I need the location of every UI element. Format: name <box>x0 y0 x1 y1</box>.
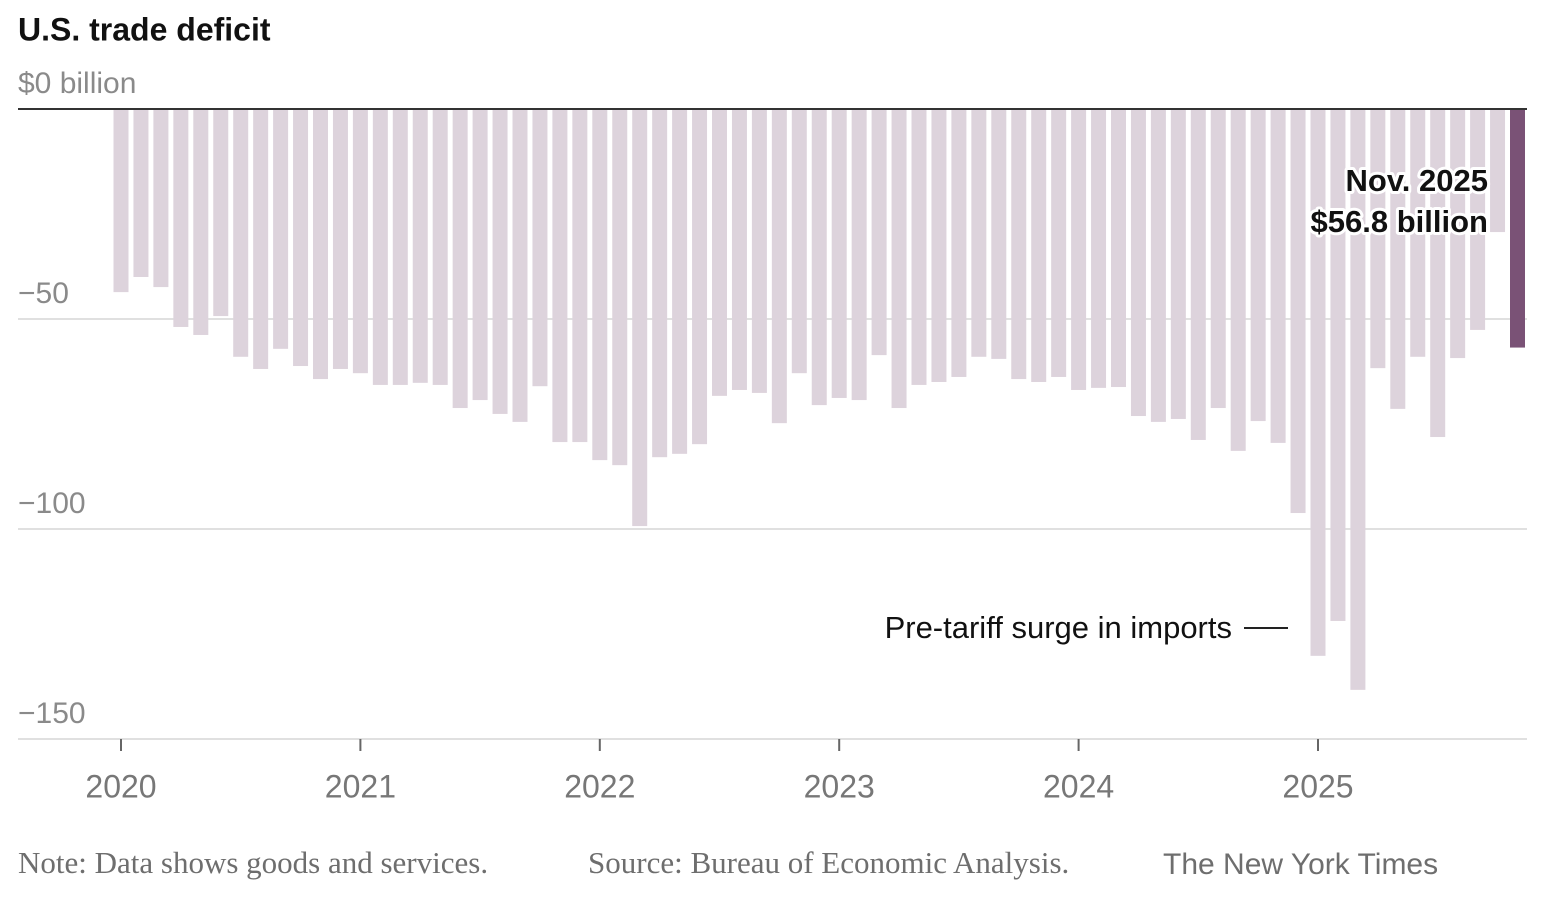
bar <box>672 109 688 454</box>
bar <box>273 109 289 349</box>
annotation-title: Nov. 2025 <box>1346 163 1488 198</box>
bar <box>1370 109 1386 369</box>
x-tick-label: 2021 <box>325 768 396 804</box>
bar <box>791 109 807 374</box>
bar <box>1330 109 1346 621</box>
bar <box>1430 109 1446 438</box>
bar <box>1130 109 1146 417</box>
y-tick-label: −100 <box>18 487 86 520</box>
bar <box>492 109 508 414</box>
x-tick-label: 2025 <box>1282 768 1353 804</box>
bar <box>113 109 129 293</box>
bar <box>771 109 787 424</box>
bar <box>831 109 847 398</box>
bar <box>153 109 169 288</box>
bar <box>871 109 887 356</box>
bar <box>1390 109 1406 409</box>
bar <box>1170 109 1186 419</box>
y-tick-label: −50 <box>18 277 69 310</box>
bar <box>951 109 967 377</box>
bar <box>392 109 408 385</box>
bar <box>352 109 368 374</box>
bar <box>512 109 528 422</box>
plot: 2020 2021 2022 2023 2024 2025 $0 billion −50 −10… <box>18 67 1527 804</box>
bar <box>193 109 209 335</box>
bar <box>1071 109 1087 390</box>
bar <box>851 109 867 401</box>
bar <box>911 109 927 385</box>
bar <box>1150 109 1166 422</box>
bar <box>1210 109 1226 409</box>
bar <box>731 109 747 390</box>
x-tick-label: 2020 <box>85 768 156 804</box>
bar <box>1230 109 1246 451</box>
bar <box>233 109 249 357</box>
bar <box>313 109 328 380</box>
bar <box>552 109 568 443</box>
bar <box>891 109 907 409</box>
bar <box>1310 109 1326 656</box>
bar <box>811 109 827 406</box>
source: Source: Bureau of Economic Analysis. <box>588 845 1069 880</box>
bar <box>572 109 588 443</box>
bar <box>1051 109 1067 377</box>
credit: The New York Times <box>1163 848 1438 881</box>
bar <box>1031 109 1047 382</box>
bar <box>1091 109 1107 388</box>
bar <box>971 109 987 357</box>
chart-title: U.S. trade deficit <box>18 11 271 47</box>
bar <box>332 109 348 369</box>
bar <box>1190 109 1206 440</box>
y-tick-label: −150 <box>18 697 86 730</box>
bar <box>1290 109 1306 514</box>
bar <box>452 109 468 409</box>
bar <box>213 109 229 317</box>
bar <box>1410 109 1426 357</box>
bar <box>592 109 608 461</box>
x-tick-label: 2024 <box>1043 768 1114 804</box>
bar <box>1490 109 1506 233</box>
bar <box>532 109 548 387</box>
bar <box>1510 109 1525 348</box>
bar <box>1350 109 1366 690</box>
note: Note: Data shows goods and services. <box>18 845 488 880</box>
bar <box>173 109 189 327</box>
bar <box>472 109 488 401</box>
bar <box>372 109 388 385</box>
bar <box>632 109 648 527</box>
bar <box>652 109 668 458</box>
annotation-label: Pre-tariff surge in imports <box>885 610 1232 645</box>
bar <box>293 109 309 367</box>
bar <box>1111 109 1126 388</box>
annotation-label: $56.8 billion <box>1311 204 1488 239</box>
bar <box>931 109 947 382</box>
y-tick-label: $0 billion <box>18 67 136 100</box>
bar <box>991 109 1007 359</box>
bar <box>1450 109 1466 359</box>
x-tick-label: 2022 <box>564 768 635 804</box>
bar <box>692 109 708 445</box>
bar <box>751 109 767 393</box>
bar <box>432 109 448 385</box>
bar <box>712 109 727 396</box>
bar <box>1011 109 1027 380</box>
bar <box>612 109 628 466</box>
bar <box>412 109 428 383</box>
bar <box>253 109 269 369</box>
x-tick-label: 2023 <box>804 768 875 804</box>
bar <box>1470 109 1486 330</box>
bar <box>1250 109 1266 422</box>
bar <box>133 109 149 277</box>
bar <box>1270 109 1286 443</box>
